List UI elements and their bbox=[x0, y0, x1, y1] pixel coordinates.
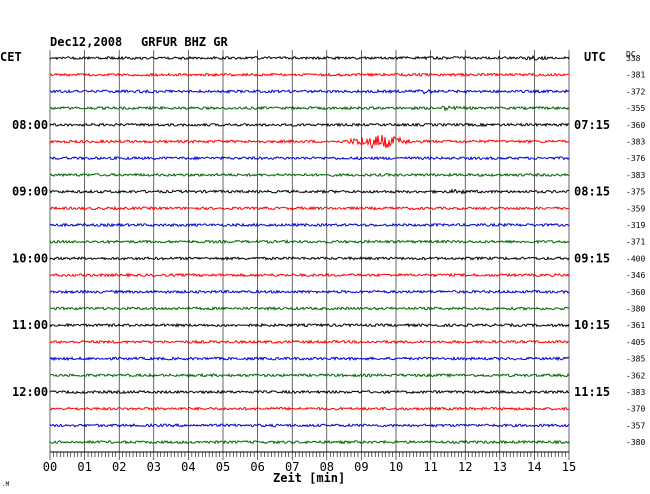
dc-value: -385 bbox=[626, 355, 645, 364]
trace-row-12 bbox=[49, 239, 570, 245]
trace-row-23 bbox=[49, 422, 570, 428]
dc-value: 338 bbox=[626, 54, 641, 63]
dc-value: -383 bbox=[626, 388, 645, 397]
dc-label: DC bbox=[626, 50, 636, 59]
trace-row-20 bbox=[50, 372, 570, 378]
dc-value: -360 bbox=[626, 288, 645, 297]
dc-value: -405 bbox=[626, 338, 645, 347]
x-tick-label: 02 bbox=[112, 460, 126, 474]
dc-value: -383 bbox=[626, 171, 645, 180]
trace-row-16 bbox=[49, 306, 570, 312]
trace-row-18 bbox=[49, 339, 570, 345]
trace-row-24 bbox=[49, 439, 570, 445]
trace-row-9 bbox=[49, 188, 570, 195]
trace-row-13 bbox=[49, 256, 570, 261]
trace-row-3 bbox=[49, 88, 570, 95]
dc-value: -372 bbox=[626, 87, 645, 96]
dc-value: -359 bbox=[626, 204, 645, 213]
dc-value: -383 bbox=[626, 138, 645, 147]
trace-row-17 bbox=[49, 322, 570, 328]
trace-row-10 bbox=[49, 205, 570, 211]
date-label: Dec12,2008 bbox=[50, 35, 122, 49]
x-tick-label: 09 bbox=[354, 460, 368, 474]
dc-value: -380 bbox=[626, 438, 645, 447]
trace-row-11 bbox=[49, 222, 570, 228]
dc-value: -400 bbox=[626, 254, 645, 263]
dc-value: -376 bbox=[626, 154, 645, 163]
x-tick-label: 08 bbox=[320, 460, 334, 474]
left-hour-label: 12:00 bbox=[12, 385, 48, 399]
x-tick-label: 03 bbox=[147, 460, 161, 474]
trace-row-2 bbox=[49, 72, 570, 78]
x-tick-label: 06 bbox=[250, 460, 264, 474]
trace-layer bbox=[49, 54, 570, 445]
dc-value: -361 bbox=[626, 321, 645, 330]
x-tick-label: 14 bbox=[527, 460, 541, 474]
dc-value: -346 bbox=[626, 271, 645, 280]
trace-row-19 bbox=[49, 356, 570, 362]
trace-row-1 bbox=[49, 54, 570, 61]
dc-value: -370 bbox=[626, 405, 645, 414]
x-tick-label: 00 bbox=[43, 460, 57, 474]
x-tick-label: 11 bbox=[423, 460, 437, 474]
dc-value: -355 bbox=[626, 104, 645, 113]
trace-row-5 bbox=[49, 122, 570, 128]
x-tick-label: 12 bbox=[458, 460, 472, 474]
grid-lines bbox=[49, 50, 570, 460]
trace-row-22 bbox=[49, 406, 570, 412]
trace-row-7 bbox=[49, 155, 570, 161]
trace-row-8 bbox=[49, 172, 570, 178]
utc-label: UTC bbox=[584, 50, 606, 64]
right-hour-label: 11:15 bbox=[574, 385, 610, 399]
axis-labels: 00 01 02 03 04 05 06 07 08 09 10 11 12 13 14 15 338 -381 -… bbox=[12, 54, 645, 474]
x-tick-label: 05 bbox=[216, 460, 230, 474]
x-axis-label: Zeit [min] bbox=[273, 471, 345, 485]
dc-value: -319 bbox=[626, 221, 645, 230]
corner-mark: .M bbox=[2, 481, 10, 488]
dc-value: -360 bbox=[626, 121, 645, 130]
dc-value: -362 bbox=[626, 371, 645, 380]
x-tick-label: 04 bbox=[181, 460, 195, 474]
right-hour-label: 09:15 bbox=[574, 251, 610, 265]
trace-row-21 bbox=[49, 389, 570, 395]
x-tick-label: 10 bbox=[389, 460, 403, 474]
trace-row-4 bbox=[49, 105, 570, 112]
left-hour-label: 11:00 bbox=[12, 318, 48, 332]
dc-value: -380 bbox=[626, 305, 645, 314]
trace-row-15 bbox=[49, 289, 570, 295]
trace-row-14 bbox=[50, 272, 570, 278]
dc-value: -357 bbox=[626, 421, 645, 430]
x-tick-label: 07 bbox=[285, 460, 299, 474]
left-hour-label: 08:00 bbox=[12, 118, 48, 132]
station-label: GRFUR BHZ GR bbox=[141, 35, 228, 49]
x-tick-label: 01 bbox=[77, 460, 91, 474]
dc-value: -375 bbox=[626, 188, 645, 197]
right-hour-label: 08:15 bbox=[574, 185, 610, 199]
left-hour-label: 09:00 bbox=[12, 185, 48, 199]
x-tick-label: 13 bbox=[493, 460, 507, 474]
x-tick-label: 15 bbox=[562, 460, 576, 474]
right-hour-label: 10:15 bbox=[574, 318, 610, 332]
dc-value: -381 bbox=[626, 71, 645, 80]
left-hour-label: 10:00 bbox=[12, 251, 48, 265]
trace-row-6 bbox=[49, 134, 570, 150]
right-hour-label: 07:15 bbox=[574, 118, 610, 132]
cet-label: CET bbox=[0, 50, 22, 64]
dc-value: -371 bbox=[626, 238, 645, 247]
